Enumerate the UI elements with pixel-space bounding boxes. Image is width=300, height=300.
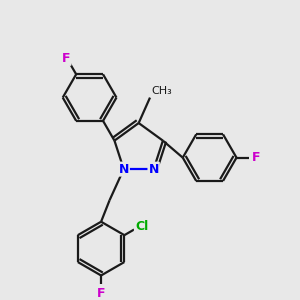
- Text: Cl: Cl: [135, 220, 148, 233]
- Text: F: F: [97, 287, 105, 300]
- Text: F: F: [62, 52, 70, 65]
- Text: N: N: [118, 163, 129, 176]
- Text: N: N: [148, 163, 159, 176]
- Text: F: F: [252, 151, 261, 164]
- Text: CH₃: CH₃: [152, 86, 172, 96]
